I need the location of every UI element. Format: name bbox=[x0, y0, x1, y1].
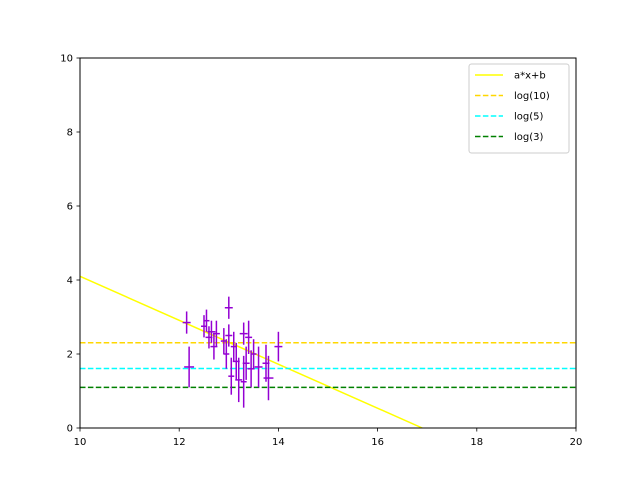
errorbar-point bbox=[274, 331, 283, 362]
errorbar-point bbox=[240, 355, 247, 408]
errorbar-point bbox=[225, 324, 233, 347]
y-tick-label: 2 bbox=[67, 350, 73, 361]
errorbar-point bbox=[184, 346, 195, 388]
errorbar-point bbox=[263, 355, 274, 401]
legend-entry-a-x-b: a*x+b bbox=[475, 71, 546, 82]
errorbar-point bbox=[254, 346, 263, 388]
legend-entry-log-5: log(5) bbox=[475, 112, 544, 123]
y-tick-label: 4 bbox=[67, 276, 73, 287]
errorbar-point bbox=[182, 311, 191, 334]
x-tick-label: 10 bbox=[74, 437, 87, 448]
x-tick-label: 20 bbox=[570, 437, 583, 448]
x-tick-label: 18 bbox=[470, 437, 483, 448]
errorbar-point bbox=[228, 357, 235, 395]
errorbar-point bbox=[207, 320, 216, 343]
errorbar-point bbox=[224, 296, 233, 319]
x-tick-label: 12 bbox=[173, 437, 186, 448]
x-tick-label: 16 bbox=[371, 437, 384, 448]
legend: a*x+b log(10) log(5) log(3) bbox=[468, 63, 570, 154]
plot-frame bbox=[79, 57, 577, 429]
errorbar-point bbox=[223, 339, 230, 369]
errorbar-point bbox=[239, 322, 248, 345]
legend-box bbox=[468, 63, 570, 154]
y-tick-label: 6 bbox=[67, 202, 73, 213]
y-tick-label: 0 bbox=[67, 424, 73, 435]
errorbar-point bbox=[235, 357, 243, 403]
data-layer bbox=[80, 275, 576, 428]
legend-label: log(10) bbox=[514, 91, 550, 102]
legend-entry-log-3: log(3) bbox=[475, 132, 544, 143]
axes-layer: 10 12 14 16 18 20 0 2 4 6 8 10 bbox=[60, 54, 582, 449]
y-tick-label: 8 bbox=[67, 128, 73, 139]
legend-label: log(3) bbox=[514, 132, 544, 143]
errorbar-point bbox=[250, 339, 257, 369]
x-tick-label: 14 bbox=[272, 437, 285, 448]
errorbar-point bbox=[242, 346, 250, 380]
errorbar-point bbox=[245, 320, 253, 354]
y-tick-label: 10 bbox=[60, 54, 73, 65]
legend-label: a*x+b bbox=[514, 71, 546, 82]
errorbar-point bbox=[203, 309, 210, 332]
legend-entry-log-10: log(10) bbox=[475, 91, 550, 102]
legend-label: log(5) bbox=[514, 112, 544, 123]
errorbar-point bbox=[212, 320, 220, 347]
